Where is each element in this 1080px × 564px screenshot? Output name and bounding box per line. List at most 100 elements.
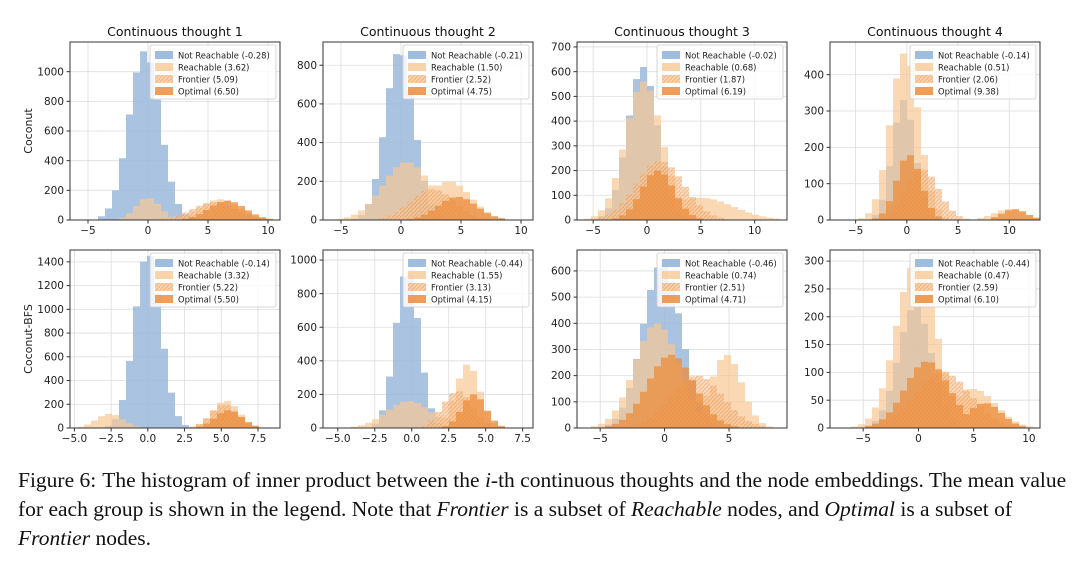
histogram-bar [140,51,147,220]
legend-paren: ( [729,271,735,281]
legend-swatch [915,75,933,83]
bars-optimal [605,354,738,428]
y-tick-label: 0 [57,423,64,435]
histogram-bar [168,217,175,220]
x-tick-label: −5 [848,225,863,237]
legend-mean-value: 4.71 [724,295,743,305]
histogram-bar [956,404,963,428]
histogram-bar [759,425,766,428]
histogram-bar [386,175,393,220]
histogram-bar [393,167,400,220]
histogram-bar [119,158,126,220]
legend-swatch [662,259,680,267]
y-tick-label: 200 [804,311,824,323]
histogram-bar [400,55,407,220]
legend-box [656,44,784,100]
histogram-bar [421,424,428,428]
x-tick-label: 0 [661,433,668,445]
legend-paren: ) [489,87,492,97]
legend: Not Reachable (-0.14)Reachable (0.51)Fro… [909,44,1037,100]
histogram-bar [900,390,907,428]
histogram-bar [435,411,442,428]
histogram-bar [900,160,907,220]
histogram-bar [752,424,759,428]
histogram-bar [414,195,421,220]
legend-swatch [155,259,173,267]
legend-paren: ) [499,271,502,281]
legend-entry: Optimal (6.10) [938,295,999,305]
panel-title: Continuous thought 1 [107,24,243,39]
legend-box [402,44,530,100]
histogram-bar [182,212,189,220]
x-tick-label: 0 [145,225,152,237]
legend-entry: Optimal (6.50) [178,87,239,97]
histogram-bar [893,325,900,428]
legend-entry: Frontier (1.87) [685,75,745,85]
histogram-bar [949,210,956,220]
histogram-bar [435,205,442,220]
legend-mean-value: 3.32 [228,271,247,281]
histogram-bar [133,72,140,220]
legend: Not Reachable (-0.44)Reachable (0.47)Fro… [909,252,1037,308]
histogram-bar [710,414,717,428]
legend-entry: Optimal (5.50) [178,295,239,305]
histogram-bar [626,193,633,220]
legend-series-name: Reachable [431,63,475,73]
histogram-bar [724,204,731,220]
panel-title: Continuous thought 4 [867,24,1003,39]
histogram-bar [710,199,717,220]
legend-series-name: Frontier [431,283,464,293]
histogram-bar [984,403,991,428]
legend-paren: ( [746,259,752,269]
legend-paren: ) [742,283,745,293]
histogram-bar [900,53,907,220]
histogram-bar [126,423,133,428]
x-tick-label: −5 [592,433,607,445]
histogram-bar [203,210,210,220]
histogram-bar [414,403,421,428]
legend-swatch [408,295,426,303]
histogram-bar [484,213,491,220]
histogram-bar [914,168,921,220]
x-tick-label: 0 [915,433,922,445]
y-tick-label: 600 [551,66,571,78]
caption-segment: Reachable [631,497,722,521]
legend-paren: ( [210,283,216,293]
histogram-bar [245,210,252,220]
histogram-bar [612,209,619,220]
histogram-bar [449,197,456,220]
legend-swatch [408,63,426,71]
legend-box [909,44,1037,100]
legend-entry: Reachable (1.50) [431,63,502,73]
legend-mean-value: 2.51 [723,283,742,293]
histogram-bar [872,218,879,220]
histogram-bar [407,401,414,428]
histogram-bar [119,217,126,220]
legend-paren: ( [464,295,470,305]
legend-paren: ) [520,259,523,269]
legend-swatch [915,283,933,291]
x-tick-label: 5 [970,433,977,445]
legend-paren: ( [211,87,217,97]
bars-optimal [196,410,259,428]
histogram-bar [421,214,428,220]
histogram-bar [619,202,626,220]
histogram-bar [626,209,633,220]
legend-series-name: Optimal [685,87,718,97]
histogram-bar [886,360,893,428]
legend: Not Reachable (-0.21)Reachable (1.50)Fro… [402,44,530,100]
histogram-bar [745,420,752,428]
legend-paren: ( [971,87,977,97]
histogram-bar [935,369,942,428]
histogram-bar [456,411,463,428]
legend-mean-value: 2.52 [469,75,488,85]
caption-segment: Frontier [436,497,509,521]
legend-swatch [155,87,173,95]
bars-optimal [407,196,505,220]
histogram-bar [731,364,738,428]
legend-paren: ) [267,259,270,269]
histogram-bar [612,423,619,428]
legend-paren: ( [475,271,481,281]
histogram-bar [161,348,168,428]
